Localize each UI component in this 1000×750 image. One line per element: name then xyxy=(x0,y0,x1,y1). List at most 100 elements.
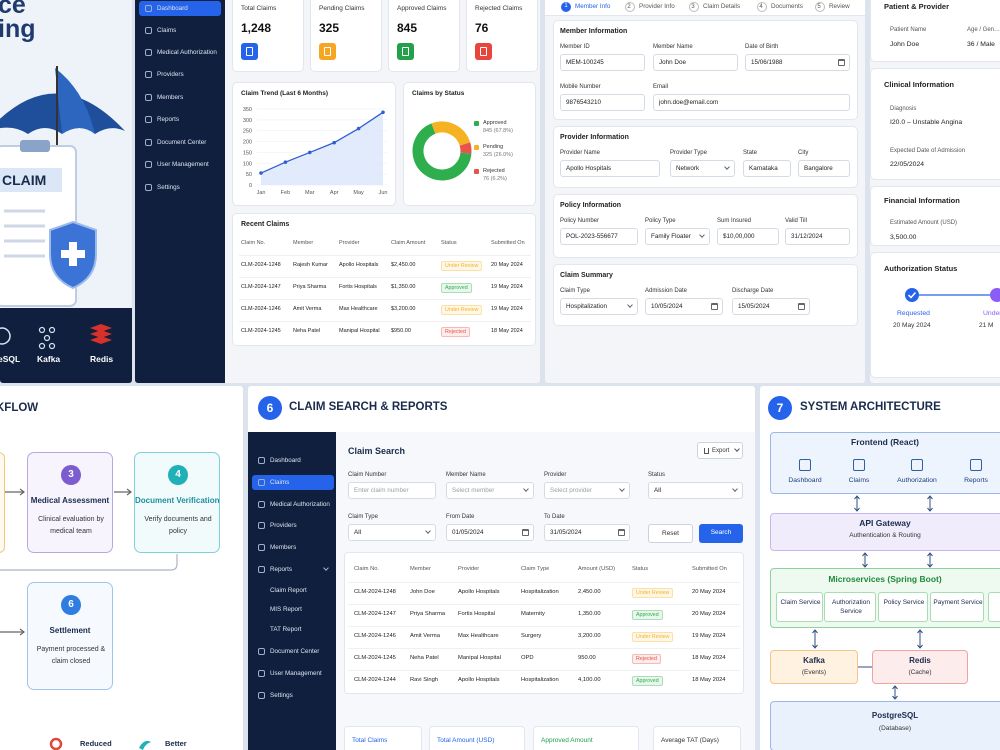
input-field[interactable]: 31/12/2024 xyxy=(785,228,850,245)
gateway-box xyxy=(770,513,1000,551)
workflow-step: 6 Settlement Payment processed & claim clo… xyxy=(27,582,113,690)
benefit-label: Better xyxy=(165,739,187,748)
nav-icon xyxy=(258,522,265,529)
input-field[interactable]: POL-2023-556677 xyxy=(560,228,638,245)
step-number: 3 xyxy=(68,469,74,480)
column-header: Amount (USD) xyxy=(578,566,615,572)
redis-layer xyxy=(90,330,112,338)
nav-icon xyxy=(258,648,265,655)
arrow-head xyxy=(854,495,860,500)
arrow-head xyxy=(927,495,933,500)
nav-icon xyxy=(145,184,152,191)
input-field[interactable]: All xyxy=(348,524,436,541)
field-label: Sum Insured xyxy=(717,218,752,224)
timeline-label: Requested xyxy=(897,310,930,317)
frontend-icon xyxy=(970,459,982,471)
field-label: Discharge Date xyxy=(732,288,774,294)
input-field[interactable]: Hospitalization xyxy=(560,298,638,315)
input-field[interactable]: 01/05/2024 xyxy=(446,524,534,541)
search-button[interactable]: Search xyxy=(699,524,743,543)
service-label: N xyxy=(991,598,1000,607)
stat-label: Rejected Claims xyxy=(475,5,523,12)
authorization-panel: Patient & Provider Patient Name John Doe Ag… xyxy=(870,0,1000,383)
input-field[interactable]: John Doe xyxy=(653,54,738,71)
input-field[interactable]: 15/06/1988 xyxy=(745,54,850,71)
stat-card: Rejected Claims 76 xyxy=(466,0,538,72)
redis-layer xyxy=(90,336,112,344)
tech-label: Kafka xyxy=(37,354,61,364)
export-button[interactable]: Export xyxy=(697,442,743,459)
input-field[interactable]: 9876543210 xyxy=(560,94,645,111)
input-field[interactable]: Karnataka xyxy=(743,160,791,177)
x-tick-label: Jun xyxy=(379,190,388,196)
info-card xyxy=(870,68,1000,180)
reset-button[interactable]: Reset xyxy=(648,524,693,543)
input-field[interactable]: Select member xyxy=(446,482,534,499)
stat-icon xyxy=(241,43,258,60)
row-divider xyxy=(348,648,740,649)
row-divider xyxy=(348,670,740,671)
arrow-head xyxy=(812,644,818,649)
input-field[interactable]: Apollo Hospitals xyxy=(560,160,660,177)
nav-icon xyxy=(258,566,265,573)
chevron-icon xyxy=(627,302,633,308)
stat-icon xyxy=(319,43,336,60)
input-field[interactable]: Enter claim number xyxy=(348,482,436,499)
service-box: N xyxy=(988,592,1000,622)
chevron-icon xyxy=(523,486,529,492)
input-field[interactable]: john.doe@email.com xyxy=(653,94,850,111)
input-field[interactable]: Bangalore xyxy=(798,160,850,177)
claim-badge: CLAIM xyxy=(2,172,47,188)
recent-claims-card: Recent Claims Claim No. Member Provider Clai… xyxy=(232,213,536,346)
input-field[interactable]: Select provider xyxy=(544,482,630,499)
step-circle: 2 xyxy=(625,2,635,12)
field-label: Claim Type xyxy=(348,514,378,520)
nav-item: Claims xyxy=(157,26,177,34)
field-label: Member ID xyxy=(560,44,590,50)
legend-value: 845 (67.8%) xyxy=(483,128,513,134)
input-field[interactable]: All xyxy=(648,482,743,499)
umbrella-shade xyxy=(55,68,95,134)
input-field[interactable]: Network xyxy=(670,160,735,177)
input-value: Enter claim number xyxy=(354,487,409,494)
frontend-icon xyxy=(853,459,865,471)
nav-icon xyxy=(258,670,265,677)
nav-item: Settings xyxy=(270,691,293,699)
status-timeline xyxy=(905,288,1000,302)
column-header: Status xyxy=(441,240,457,246)
workflow-panel: KFLOW 3 Medical Assessment Clinical evaluat… xyxy=(0,386,243,750)
calendar-icon xyxy=(522,529,529,536)
service-label: Authorization Service xyxy=(832,599,870,616)
benefit-icon xyxy=(139,740,151,750)
input-value: 15/05/2024 xyxy=(738,303,770,310)
frontend-item: Authorization xyxy=(897,477,937,484)
input-field[interactable]: 10/05/2024 xyxy=(645,298,723,315)
info-value: 3,500.00 xyxy=(890,234,917,241)
nav-item: User Management xyxy=(270,669,322,677)
field-label: To Date xyxy=(544,514,565,520)
section-title: KFLOW xyxy=(0,402,39,414)
step-number: 2 xyxy=(627,4,631,10)
step-number: 1 xyxy=(564,3,568,9)
chevron-icon xyxy=(619,486,625,492)
input-field[interactable]: Family Floater xyxy=(645,228,710,245)
input-field[interactable]: $10,00,000 xyxy=(717,228,779,245)
table-cell: 18 May 2024 xyxy=(491,328,523,334)
clip xyxy=(20,140,50,152)
table-cell: CLM-2024-1248 xyxy=(354,589,396,595)
hero-title: ing xyxy=(0,15,36,43)
input-field[interactable]: 31/05/2024 xyxy=(544,524,630,541)
input-field[interactable]: MEM-100245 xyxy=(560,54,645,71)
tech-label: Redis xyxy=(90,354,114,364)
trend-card: Claim Trend (Last 6 Months) 0 50 100 150 200 2… xyxy=(232,82,396,206)
nav-active[interactable] xyxy=(252,475,334,490)
input-field[interactable]: 15/05/2024 xyxy=(732,298,810,315)
kafka-node xyxy=(43,334,51,342)
stat-card: Approved Claims 845 xyxy=(388,0,460,72)
chevron-icon xyxy=(732,486,738,492)
donut-segment xyxy=(431,121,471,146)
y-tick-label: 150 xyxy=(243,150,252,156)
section-number: 6 xyxy=(266,401,274,415)
nav-active[interactable] xyxy=(139,1,221,16)
step-badge: 4 xyxy=(168,465,188,485)
